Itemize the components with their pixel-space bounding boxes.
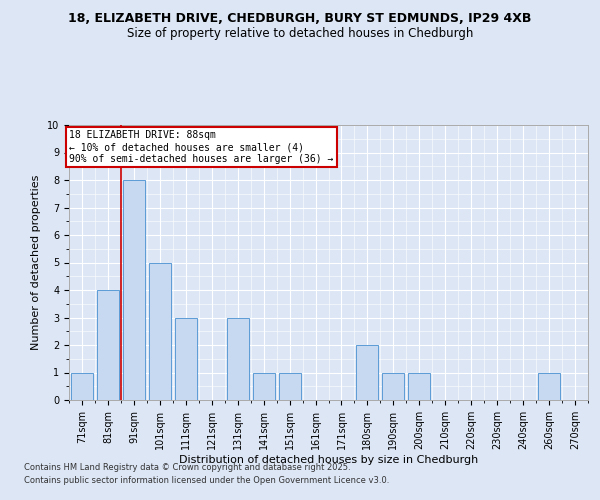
Bar (123, 180, 145, 400)
Bar (227, 318, 249, 400)
Bar (356, 345, 379, 400)
Bar (175, 318, 197, 400)
Bar (253, 372, 275, 400)
Bar (278, 372, 301, 400)
Text: Size of property relative to detached houses in Chedburgh: Size of property relative to detached ho… (127, 28, 473, 40)
Bar (149, 262, 171, 400)
Bar (71, 372, 93, 400)
Text: Contains public sector information licensed under the Open Government Licence v3: Contains public sector information licen… (24, 476, 389, 485)
Bar (382, 372, 404, 400)
Text: 18 ELIZABETH DRIVE: 88sqm
← 10% of detached houses are smaller (4)
90% of semi-d: 18 ELIZABETH DRIVE: 88sqm ← 10% of detac… (69, 130, 334, 164)
Bar (408, 372, 430, 400)
X-axis label: Distribution of detached houses by size in Chedburgh: Distribution of detached houses by size … (179, 454, 478, 464)
Text: 18, ELIZABETH DRIVE, CHEDBURGH, BURY ST EDMUNDS, IP29 4XB: 18, ELIZABETH DRIVE, CHEDBURGH, BURY ST … (68, 12, 532, 26)
Y-axis label: Number of detached properties: Number of detached properties (31, 175, 41, 350)
Bar (97, 290, 119, 400)
Bar (538, 372, 560, 400)
Text: Contains HM Land Registry data © Crown copyright and database right 2025.: Contains HM Land Registry data © Crown c… (24, 464, 350, 472)
